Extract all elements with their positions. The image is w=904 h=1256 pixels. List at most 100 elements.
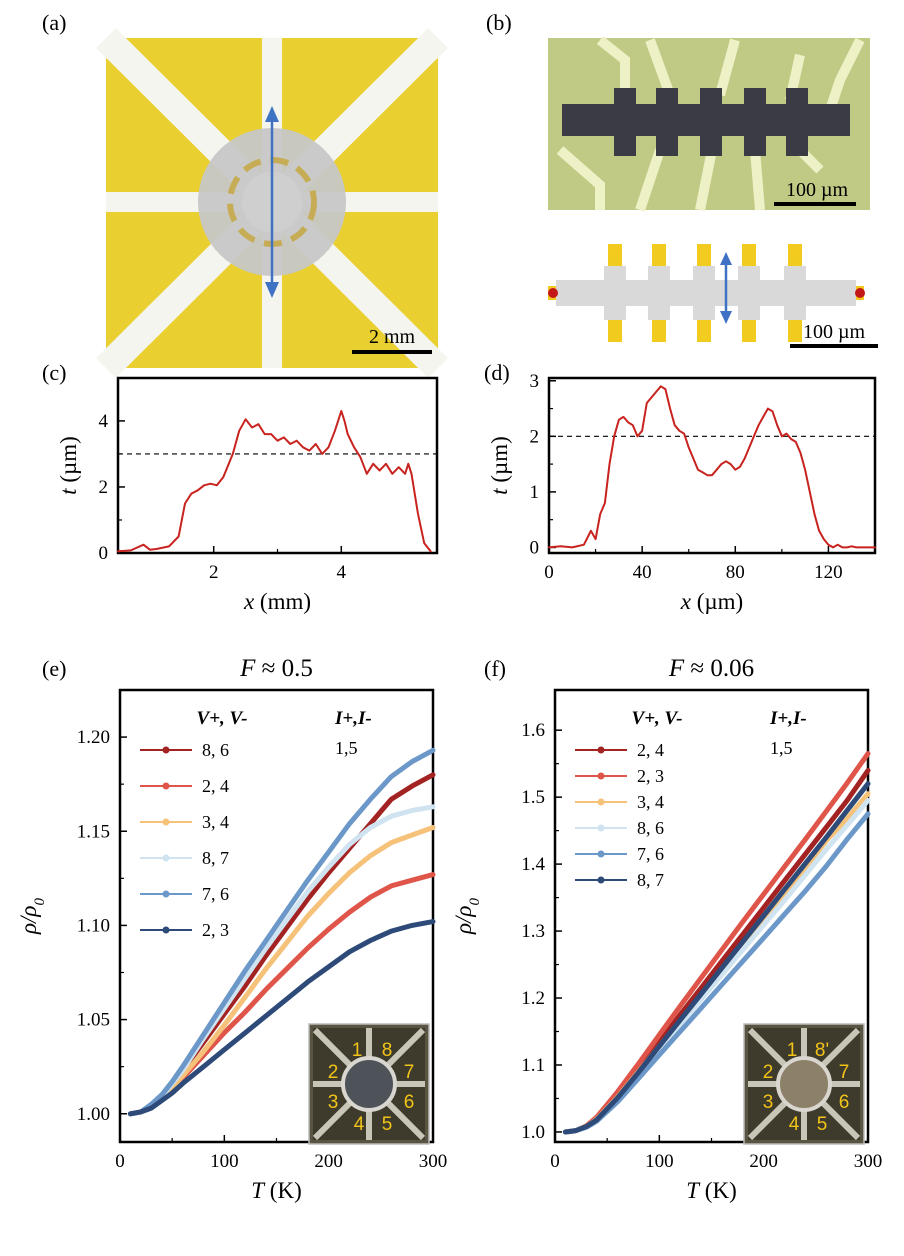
panel-label-c: (c): [42, 360, 66, 385]
legend-entry-e: 3, 4: [202, 812, 229, 832]
y-tick-label-d: 3: [530, 371, 540, 392]
chart-e: 0 100 200 300 1.00 1.05 1.10 1.15 1.20 T (K) ρ/ρ0 F…: [16, 655, 447, 1203]
x-tick-label-f: 300: [854, 1151, 883, 1172]
inset-contact-label-e: 4: [354, 1114, 365, 1135]
legend-entry-e: 8, 6: [202, 740, 229, 760]
y-tick-label-d: 0: [530, 537, 540, 558]
sample-arms: [614, 88, 808, 156]
scalebar-label-a: 2 mm: [369, 326, 416, 348]
y-tick-label-e: 1.10: [77, 915, 110, 936]
inset-contact-label-f: 4: [789, 1114, 800, 1135]
legend-current-pair-f: 1,5: [770, 738, 793, 758]
inset-contact-label-e: 1: [352, 1040, 363, 1061]
inset-contact-label-e: 8: [382, 1040, 393, 1061]
legend-entry-e: 2, 4: [202, 776, 229, 796]
y-tick-label-e: 1.05: [77, 1010, 110, 1031]
legend-entry-f: 8, 7: [637, 870, 664, 890]
legend-header-v-f: V+, V-: [632, 708, 683, 729]
chart-title-f: F ≈ 0.06: [668, 655, 754, 682]
inset-contact-label-f: 8': [815, 1040, 829, 1061]
series-line-e-5: [127, 919, 436, 1117]
panel-label-f: (f): [484, 656, 506, 681]
legend-swatch-dot-e: [162, 890, 170, 898]
legend-swatch-dot-f: [597, 746, 605, 754]
y-tick-label-d: 2: [530, 426, 540, 447]
panel-label-a: (a): [42, 10, 66, 35]
x-tick-label-d: 120: [814, 562, 843, 583]
micrograph-leads: [556, 36, 865, 212]
device-micrograph-b: 100 µm: [548, 36, 870, 212]
legend-swatch-dot-f: [597, 876, 605, 884]
inset-contact-label-f: 6: [839, 1092, 850, 1113]
y-tick-label-e: 1.00: [77, 1104, 110, 1125]
series-line-e-4: [127, 747, 436, 1117]
x-axis-label-f: T (K): [686, 1178, 736, 1203]
legend-swatch-dot-f: [597, 798, 605, 806]
legend-entry-f: 2, 3: [637, 766, 664, 786]
current-contact-left: [548, 288, 558, 298]
x-tick-label-f: 0: [550, 1151, 560, 1172]
scalebar-label-b-photo: 100 µm: [786, 179, 849, 201]
legend-swatch-dot-e: [162, 746, 170, 754]
x-tick-label-c: 2: [209, 562, 219, 583]
panel-label-b: (b): [486, 10, 512, 35]
x-tick-label-d: 0: [544, 562, 554, 583]
y-tick-label-c: 0: [99, 543, 109, 564]
current-contact-right: [855, 288, 865, 298]
legend-header-v-e: V+, V-: [197, 708, 248, 729]
y-axis-label-f: ρ/ρ0: [451, 898, 483, 935]
arrow-head-down-a: [265, 282, 279, 298]
y-tick-label-f: 1.5: [521, 787, 545, 808]
legend-entry-f: 3, 4: [637, 792, 664, 812]
inset-sample-f: [776, 1056, 832, 1112]
x-axis-label-c: x (mm): [243, 589, 311, 614]
chart-title-e: F ≈ 0.5: [239, 655, 313, 682]
series-line-c-0: [117, 410, 432, 553]
electrode-schematic-a: 2 mm: [96, 28, 448, 378]
x-tick-label-d: 40: [633, 562, 652, 583]
y-tick-label-c: 4: [99, 411, 109, 432]
y-tick-label-f: 1.3: [521, 921, 545, 942]
legend-swatch-dot-e: [162, 926, 170, 934]
arrow-head-down-b: [720, 311, 732, 324]
arrow-head-up-b: [720, 252, 732, 265]
arrow-head-up-a: [265, 106, 279, 122]
inset-contact-label-f: 2: [763, 1062, 774, 1083]
x-tick-label-c: 4: [337, 562, 347, 583]
y-tick-label-f: 1.1: [521, 1055, 545, 1076]
y-axis-label-d: t (µm): [487, 436, 512, 495]
legend-entry-e: 7, 6: [202, 884, 229, 904]
inset-contact-label-f: 1: [787, 1040, 798, 1061]
device-schematic-b: 100 µm: [548, 244, 878, 348]
chart-d: 0 40 80 120 0 1 2 3 x (µm) t (µm): [487, 371, 877, 614]
y-axis-label-c: t (µm): [56, 436, 81, 495]
scalebar-label-b-schematic: 100 µm: [803, 321, 866, 343]
chart-c: 2 4 0 2 4 x (mm) t (µm): [56, 376, 439, 614]
y-tick-label-f: 1.4: [521, 854, 545, 875]
inset-contact-label-f: 3: [763, 1092, 774, 1113]
legend-entry-e: 2, 3: [202, 920, 229, 940]
legend-swatch-dot-f: [597, 850, 605, 858]
legend-entry-f: 7, 6: [637, 844, 664, 864]
x-axis-label-d: x (µm): [680, 589, 743, 614]
legend-entry-f: 2, 4: [637, 740, 664, 760]
y-tick-label-e: 1.20: [77, 727, 110, 748]
y-tick-label-f: 1.0: [521, 1122, 545, 1143]
y-tick-label-f: 1.6: [521, 720, 545, 741]
x-tick-label-f: 200: [749, 1151, 778, 1172]
legend-swatch-dot-e: [162, 854, 170, 862]
x-tick-label-f: 100: [645, 1151, 674, 1172]
legend-entry-e: 8, 7: [202, 848, 229, 868]
plot-frame-d: [547, 376, 877, 555]
y-tick-label-f: 1.2: [521, 988, 545, 1009]
inset-contact-label-e: 2: [328, 1062, 339, 1083]
legend-header-i-f: I+,I-: [769, 708, 807, 729]
legend-header-i-e: I+,I-: [334, 708, 372, 729]
series-line-d-0: [548, 385, 876, 549]
y-tick-label-c: 2: [99, 477, 109, 498]
x-tick-label-d: 80: [726, 562, 745, 583]
inset-contact-label-e: 7: [404, 1062, 415, 1083]
inset-contact-label-e: 5: [382, 1114, 393, 1135]
y-axis-label-e: ρ/ρ0: [16, 898, 48, 935]
